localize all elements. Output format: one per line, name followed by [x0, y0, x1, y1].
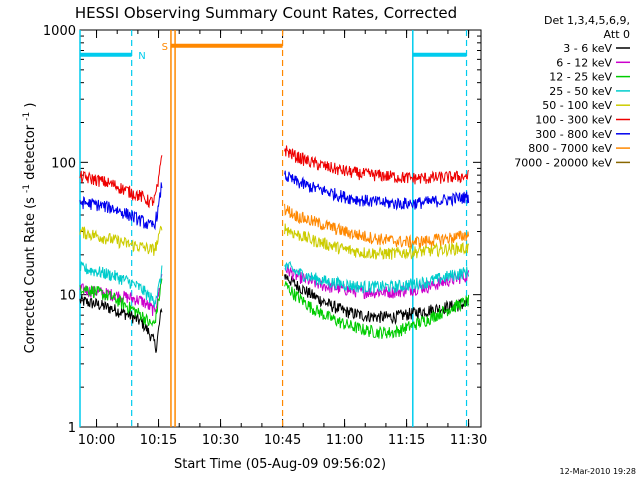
flag-label: S: [162, 42, 168, 53]
y-tick-label: 100: [51, 156, 76, 171]
legend-label: 50 - 100 keV: [542, 99, 612, 112]
legend-label: 25 - 50 keV: [549, 85, 612, 98]
y-axis-label-sup2: -1: [22, 112, 32, 121]
y-tick-label: 10: [59, 289, 76, 304]
series-lines: [79, 145, 470, 353]
series-line: [284, 264, 470, 300]
legend-header-line2: Att 0: [604, 28, 630, 41]
y-axis-label: Corrected Count Rate (s -1 detector -1 ): [18, 103, 38, 354]
series-line: [284, 223, 470, 260]
x-tick-label: 11:30: [450, 433, 487, 448]
series-line: [79, 225, 163, 256]
series-line: [284, 145, 470, 185]
y-axis-label-mid: detector: [23, 124, 38, 180]
y-axis-label-main: Corrected Count Rate (s: [23, 197, 38, 354]
legend-label: 6 - 12 keV: [556, 56, 612, 69]
legend-label: 3 - 6 keV: [563, 42, 612, 55]
series-line: [284, 274, 470, 326]
series-line: [79, 278, 163, 327]
x-tick-label: 11:15: [388, 433, 425, 448]
legend-label: 300 - 800 keV: [535, 128, 612, 141]
series-line: [284, 203, 470, 250]
x-tick-label: 10:00: [78, 433, 115, 448]
flag-label: N: [138, 51, 145, 62]
legend-label: 7000 - 20000 keV: [514, 156, 612, 169]
y-axis-label-sup1: -1: [22, 184, 32, 193]
x-tick-label: 10:15: [140, 433, 177, 448]
y-tick-label: 1000: [43, 24, 76, 39]
x-tick-label: 11:00: [326, 433, 363, 448]
legend-label: 100 - 300 keV: [535, 114, 612, 127]
x-tick-label: 10:45: [264, 433, 301, 448]
y-axis-label-end: ): [23, 103, 38, 108]
series-line: [79, 295, 163, 353]
series-line: [79, 155, 163, 209]
x-tick-labels: 10:00 10:15 10:30 10:45 11:00 11:15 11:30: [78, 433, 488, 448]
series-line: [284, 281, 470, 339]
plot-area: NS: [79, 29, 482, 428]
y-tick-label: 1: [68, 421, 76, 436]
series-line: [79, 261, 163, 308]
x-tick-label: 10:30: [202, 433, 239, 448]
series-line: [284, 170, 470, 211]
legend-label: 800 - 7000 keV: [528, 142, 612, 155]
flag-lines: NS: [79, 30, 468, 427]
series-line: [284, 261, 470, 294]
axis-ticks: [80, 29, 481, 428]
chart-title: HESSI Observing Summary Count Rates, Cor…: [75, 4, 457, 22]
y-tick-labels: 1 10 100 1000: [43, 24, 76, 436]
timestamp: 12-Mar-2010 19:28: [560, 467, 637, 476]
legend-label: 12 - 25 keV: [549, 71, 612, 84]
legend-header-line1: Det 1,3,4,5,6,9,: [544, 14, 630, 27]
series-line: [79, 182, 163, 231]
x-axis-label: Start Time (05-Aug-09 09:56:02): [174, 457, 386, 472]
plot-frame: [79, 29, 482, 428]
